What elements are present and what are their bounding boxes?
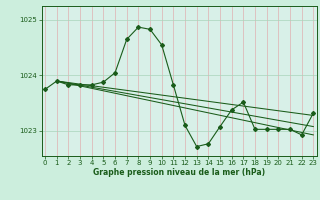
X-axis label: Graphe pression niveau de la mer (hPa): Graphe pression niveau de la mer (hPa): [93, 168, 265, 177]
